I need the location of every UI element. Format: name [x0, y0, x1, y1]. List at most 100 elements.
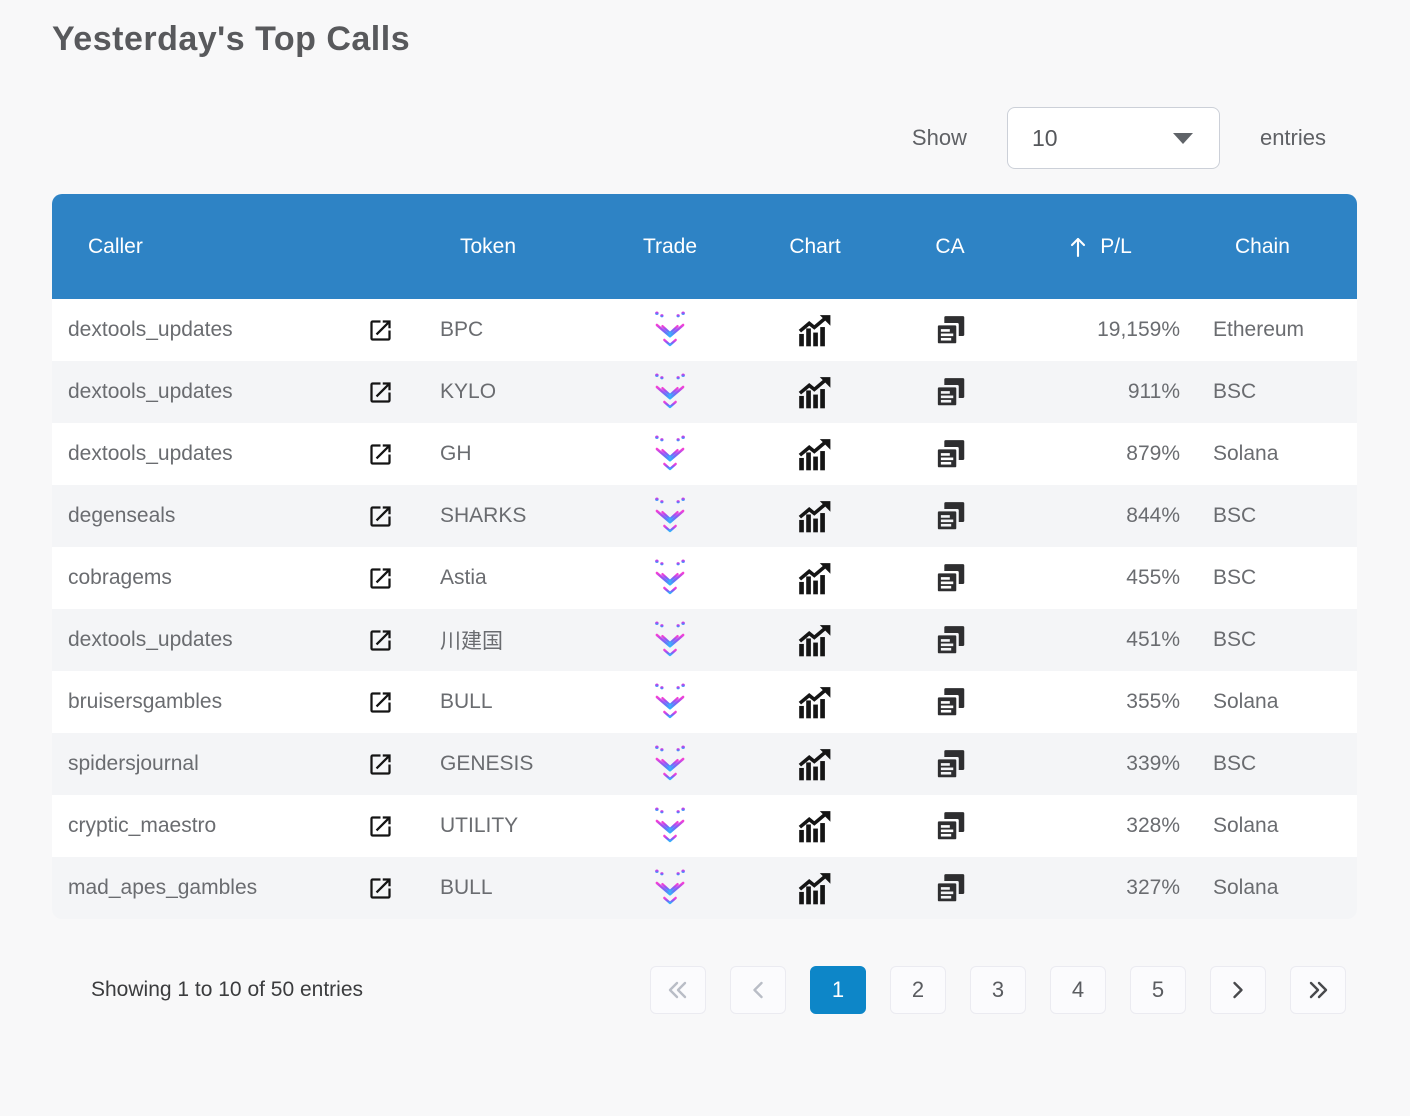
caller-profile-link[interactable] — [340, 751, 420, 778]
caller-profile-link[interactable] — [340, 689, 420, 716]
view-chart-link[interactable] — [740, 562, 890, 595]
table-row: cobragems Astia — [52, 547, 1357, 609]
column-header-pl-label: P/L — [1100, 234, 1132, 258]
column-header-pl[interactable]: P/L — [1010, 235, 1190, 259]
caller-profile-link[interactable] — [340, 379, 420, 406]
double-chevron-left-icon — [665, 978, 691, 1002]
copy-contract-address-button[interactable] — [890, 500, 1010, 533]
token-name: SHARKS — [440, 504, 527, 527]
view-chart-link[interactable] — [740, 810, 890, 843]
token-name: Astia — [440, 566, 487, 589]
trade-bot-link[interactable] — [600, 310, 740, 350]
trade-bot-link[interactable] — [600, 620, 740, 660]
view-chart-link[interactable] — [740, 500, 890, 533]
view-chart-link[interactable] — [740, 872, 890, 905]
external-link-icon — [367, 813, 394, 840]
caller-profile-link[interactable] — [340, 565, 420, 592]
trade-bot-link[interactable] — [600, 868, 740, 908]
copy-icon — [934, 376, 967, 409]
caller-profile-link[interactable] — [340, 875, 420, 902]
copy-contract-address-button[interactable] — [890, 438, 1010, 471]
copy-contract-address-button[interactable] — [890, 810, 1010, 843]
page-number-button[interactable]: 4 — [1050, 966, 1106, 1014]
bar-chart-icon — [797, 438, 833, 471]
page-number-button[interactable]: 5 — [1130, 966, 1186, 1014]
trade-bot-link[interactable] — [600, 682, 740, 722]
copy-icon — [934, 872, 967, 905]
column-header-chart[interactable]: Chart — [789, 234, 841, 258]
page-number-button[interactable]: 2 — [890, 966, 946, 1014]
caller-profile-link[interactable] — [340, 441, 420, 468]
prev-page-button[interactable] — [730, 966, 786, 1014]
copy-icon — [934, 748, 967, 781]
page-title: Yesterday's Top Calls — [52, 20, 411, 58]
page-number-button[interactable]: 1 — [810, 966, 866, 1014]
bar-chart-icon — [797, 314, 833, 347]
copy-icon — [934, 500, 967, 533]
trade-bot-link[interactable] — [600, 372, 740, 412]
view-chart-link[interactable] — [740, 314, 890, 347]
trade-bot-link[interactable] — [600, 744, 740, 784]
sort-ascending-icon — [1068, 235, 1088, 259]
maestro-trade-icon — [652, 496, 688, 536]
column-header-token[interactable]: Token — [460, 234, 517, 258]
view-chart-link[interactable] — [740, 376, 890, 409]
view-chart-link[interactable] — [740, 748, 890, 781]
trade-bot-link[interactable] — [600, 806, 740, 846]
chain-name: Solana — [1213, 814, 1279, 837]
table-row: dextools_updates 川建国 — [52, 609, 1357, 671]
external-link-icon — [367, 379, 394, 406]
column-header-caller[interactable]: Caller — [88, 234, 143, 258]
pl-value: 911% — [1127, 380, 1180, 403]
caller-profile-link[interactable] — [340, 317, 420, 344]
caller-profile-link[interactable] — [340, 813, 420, 840]
view-chart-link[interactable] — [740, 624, 890, 657]
copy-contract-address-button[interactable] — [890, 686, 1010, 719]
column-header-trade[interactable]: Trade — [642, 234, 698, 258]
next-page-button[interactable] — [1210, 966, 1266, 1014]
pl-value: 339% — [1126, 752, 1180, 775]
page-size-select[interactable]: 10 — [1006, 107, 1220, 169]
caret-down-icon — [1172, 132, 1193, 144]
pl-value: 844% — [1126, 504, 1180, 527]
chain-name: BSC — [1213, 380, 1257, 403]
copy-icon — [934, 810, 967, 843]
top-calls-table: Caller Token Trade Chart CA P/L Chain de… — [52, 194, 1357, 919]
first-page-button[interactable] — [650, 966, 706, 1014]
caller-name: bruisersgambles — [68, 690, 223, 713]
maestro-trade-icon — [652, 310, 688, 350]
maestro-trade-icon — [652, 682, 688, 722]
last-page-button[interactable] — [1290, 966, 1346, 1014]
maestro-trade-icon — [652, 868, 688, 908]
copy-contract-address-button[interactable] — [890, 376, 1010, 409]
chain-name: BSC — [1213, 504, 1257, 527]
bar-chart-icon — [797, 810, 833, 843]
token-name: UTILITY — [440, 814, 519, 837]
copy-icon — [934, 686, 967, 719]
copy-contract-address-button[interactable] — [890, 314, 1010, 347]
pl-value: 451% — [1126, 628, 1180, 651]
external-link-icon — [367, 875, 394, 902]
table-body: dextools_updates BPC — [52, 299, 1357, 919]
view-chart-link[interactable] — [740, 686, 890, 719]
page-number-button[interactable]: 3 — [970, 966, 1026, 1014]
caller-profile-link[interactable] — [340, 627, 420, 654]
table-summary: Showing 1 to 10 of 50 entries — [91, 978, 364, 1001]
caller-profile-link[interactable] — [340, 503, 420, 530]
copy-contract-address-button[interactable] — [890, 748, 1010, 781]
copy-contract-address-button[interactable] — [890, 872, 1010, 905]
trade-bot-link[interactable] — [600, 496, 740, 536]
column-header-chain[interactable]: Chain — [1235, 234, 1290, 258]
column-header-ca[interactable]: CA — [935, 234, 965, 258]
copy-contract-address-button[interactable] — [890, 624, 1010, 657]
copy-contract-address-button[interactable] — [890, 562, 1010, 595]
caller-name: dextools_updates — [68, 442, 233, 465]
pl-value: 879% — [1126, 442, 1180, 465]
trade-bot-link[interactable] — [600, 434, 740, 474]
chain-name: Solana — [1213, 876, 1279, 899]
trade-bot-link[interactable] — [600, 558, 740, 598]
copy-icon — [934, 624, 967, 657]
view-chart-link[interactable] — [740, 438, 890, 471]
table-row: mad_apes_gambles BULL — [52, 857, 1357, 919]
caller-name: mad_apes_gambles — [68, 876, 258, 899]
